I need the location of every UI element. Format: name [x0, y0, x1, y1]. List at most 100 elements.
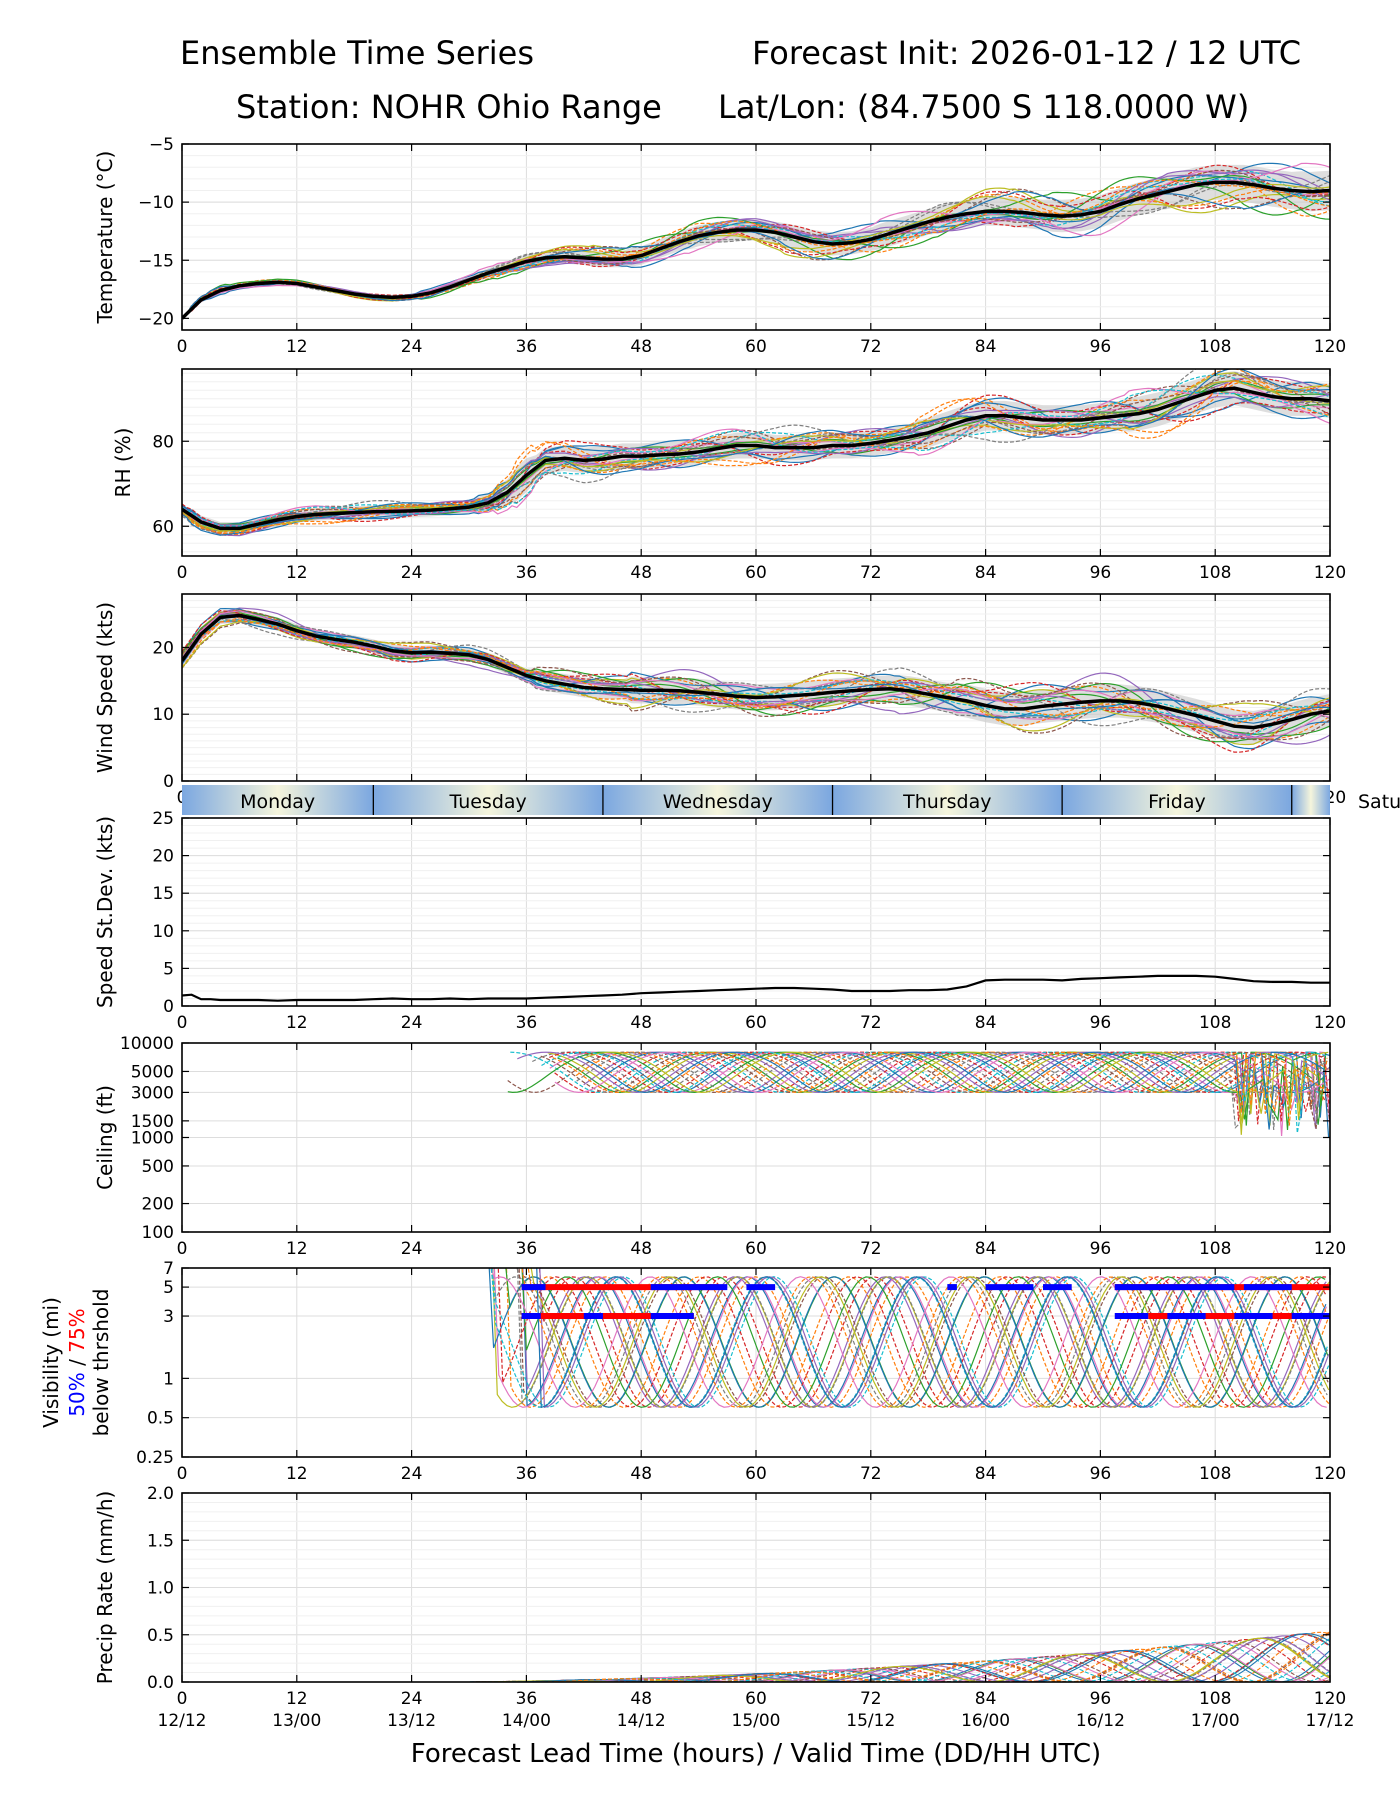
valid-time-label: 17/00: [1191, 1711, 1240, 1731]
visibility-member-line: [490, 1268, 1328, 1408]
visibility-member-line: [516, 1268, 1329, 1408]
x-tick-label: 24: [401, 1013, 423, 1033]
plot-area: [182, 974, 1330, 1002]
x-tick-label: 48: [630, 1239, 652, 1259]
ensemble-member-line: [182, 615, 1330, 737]
plot-area: [182, 162, 1330, 320]
x-tick-label: 36: [516, 1239, 538, 1259]
y-tick-label: −10: [138, 193, 174, 213]
day-label: Saturday: [1358, 791, 1400, 813]
x-tick-label: 0: [177, 337, 188, 357]
visibility-member-line: [493, 1268, 1327, 1408]
visibility-member-line: [522, 1268, 1327, 1408]
ceiling-member-line: [549, 1051, 1330, 1122]
valid-time-label: 14/12: [617, 1711, 666, 1731]
y-tick-label: 0.0: [147, 1673, 174, 1693]
panel-rh: 60 80 0 12 24 36 48 60 72 84 96 108 120 RH (%): [111, 368, 1346, 583]
x-axis-label: Forecast Lead Time (hours) / Valid Time …: [411, 1739, 1101, 1769]
y-tick-label: 100: [142, 1223, 174, 1243]
x-tick-label: 12: [286, 563, 308, 583]
x-tick-label: 96: [1090, 337, 1112, 357]
x-tick-label: 36: [516, 1689, 538, 1709]
ensemble-member-line: [182, 610, 1330, 743]
y-tick-label: 10: [152, 705, 174, 725]
valid-time-label: 13/00: [272, 1711, 321, 1731]
panel-wind_speed: 0102001224364860728496108120Wind Speed (…: [93, 593, 1346, 808]
chart-title-left: Ensemble Time Series: [180, 34, 534, 72]
y-tick-label: 3: [163, 1307, 174, 1327]
x-tick-label: 84: [975, 337, 997, 357]
ensemble-member-line: [182, 178, 1330, 319]
day-segment: [602, 785, 833, 815]
y-axis-label: RH (%): [111, 428, 135, 498]
y-tick-label: 20: [152, 847, 174, 867]
y-tick-label: 0.5: [147, 1409, 174, 1429]
label-50: 50%: [65, 1372, 89, 1416]
x-tick-label: 72: [860, 1689, 882, 1709]
x-tick-label: 120: [1314, 1013, 1346, 1033]
day-label: Wednesday: [663, 791, 773, 813]
y-tick-label: 60: [152, 517, 174, 537]
ensemble-member-line: [182, 380, 1330, 534]
y-tick-label: 1.0: [147, 1579, 174, 1599]
x-tick-label: 36: [516, 337, 538, 357]
y-tick-label: 500: [142, 1157, 174, 1177]
day-segment: [1062, 785, 1292, 815]
day-label: Thursday: [902, 791, 991, 813]
visibility-member-line: [536, 1268, 1327, 1409]
x-tick-label: 84: [975, 1013, 997, 1033]
visibility-member-line: [527, 1268, 1327, 1408]
x-tick-label: 72: [860, 337, 882, 357]
ceiling-member-line: [552, 1051, 1328, 1126]
x-tick-label: 60: [745, 1239, 767, 1259]
x-tick-label: 84: [975, 1464, 997, 1484]
ensemble-mean-line: [182, 180, 1330, 320]
y-tick-label: 2.0: [147, 1484, 174, 1504]
panel-speed_stdev: 0 5 10 15 20 25 0 12 24 36 48 60 72 84 96 108 120 Speed S…: [93, 809, 1346, 1033]
plot-area: [182, 369, 1330, 537]
x-tick-label: 96: [1090, 1464, 1112, 1484]
ensemble-mean-line: [182, 613, 1330, 730]
forecast-init: Forecast Init: 2026-01-12 / 12 UTC: [752, 34, 1302, 72]
y-tick-label: 5: [163, 1278, 174, 1298]
x-tick-label: 0: [177, 1464, 188, 1484]
ensemble-member-line: [182, 618, 1330, 719]
x-tick-label: 60: [745, 1464, 767, 1484]
ceiling-member-line: [581, 1051, 1329, 1124]
ceiling-member-line: [507, 1051, 1326, 1130]
y-tick-label: 0: [163, 772, 174, 792]
x-tick-label: 12: [286, 1013, 308, 1033]
y-tick-label: 20: [152, 638, 174, 658]
x-tick-label: 12: [286, 1689, 308, 1709]
y-axis-label: Wind Speed (kts): [93, 602, 117, 773]
ceiling-member-line: [507, 1051, 1327, 1130]
y-tick-label: 10: [152, 922, 174, 942]
valid-time-label: 16/00: [961, 1711, 1010, 1731]
x-tick-label: 84: [975, 563, 997, 583]
y-tick-label: 15: [152, 884, 174, 904]
ceiling-member-line: [517, 1051, 1327, 1113]
ceiling-member-line: [547, 1051, 1328, 1135]
y-axis-label-2: below thrshold: [89, 1289, 113, 1437]
x-tick-label: 24: [401, 1239, 423, 1259]
y-axis-label: Precip Rate (mm/h): [93, 1491, 117, 1685]
x-tick-label: 48: [630, 1464, 652, 1484]
y-tick-label: 7: [163, 1259, 174, 1279]
lat-lon: Lat/Lon: (84.7500 S 118.0000 W): [718, 88, 1250, 126]
x-tick-label: 48: [630, 563, 652, 583]
x-tick-label: 84: [975, 1689, 997, 1709]
valid-time-label: 14/00: [502, 1711, 551, 1731]
x-tick-label: 60: [745, 337, 767, 357]
x-tick-label: 72: [860, 1239, 882, 1259]
x-tick-label: 72: [860, 563, 882, 583]
x-tick-label: 24: [401, 1689, 423, 1709]
station-name: Station: NOHR Ohio Range: [236, 88, 662, 126]
x-tick-label: 84: [975, 1239, 997, 1259]
ensemble-member-line: [182, 369, 1330, 536]
valid-time-label: 12/12: [158, 1711, 207, 1731]
visibility-member-line: [516, 1268, 1327, 1408]
x-tick-label: 120: [1314, 1689, 1346, 1709]
x-tick-label: 96: [1090, 563, 1112, 583]
x-tick-label: 120: [1314, 563, 1346, 583]
